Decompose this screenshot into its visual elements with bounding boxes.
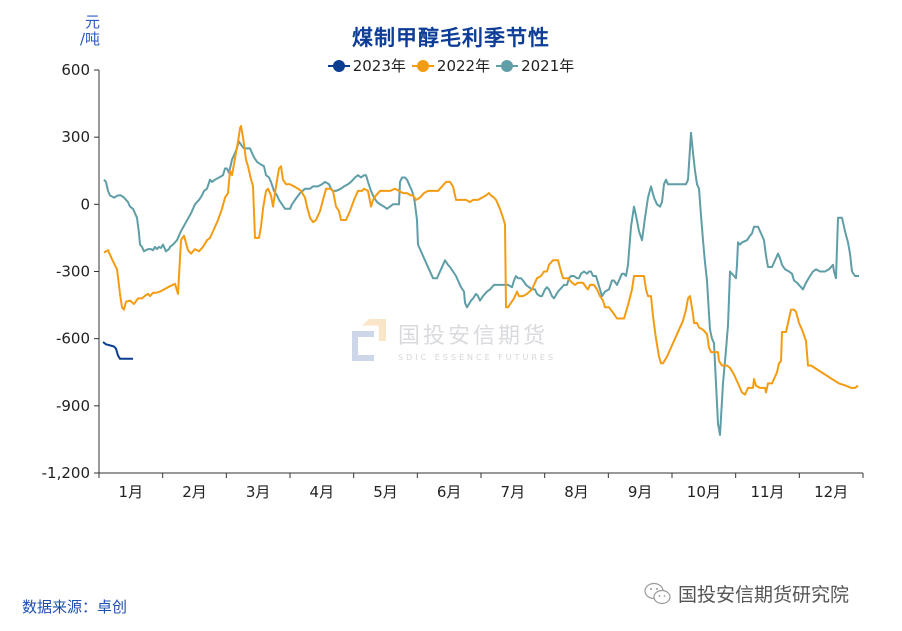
series-line-2022年	[103, 125, 859, 396]
watermark: 国投安信期货 SDIC ESSENCE FUTURES	[352, 318, 556, 362]
y-tick-label: -300	[56, 263, 90, 281]
x-tick-label: 5月	[373, 483, 398, 501]
y-tick-label: -600	[56, 330, 90, 348]
x-tick-label: 11月	[750, 483, 784, 501]
series-line-2021年	[103, 131, 859, 436]
x-tick-label: 7月	[501, 483, 526, 501]
series-line-2023年	[102, 341, 133, 360]
x-tick-label: 6月	[437, 483, 462, 501]
legend-marker-icon	[411, 59, 434, 72]
unit-line-2: /吨	[79, 30, 100, 48]
legend: 2023年 2022年 2021年	[0, 55, 902, 76]
watermark-en: SDIC ESSENCE FUTURES	[398, 353, 557, 362]
watermark-logo-icon	[352, 319, 386, 361]
wechat-icon	[644, 582, 671, 604]
legend-dot	[416, 59, 429, 72]
y-tick-label: -900	[56, 397, 90, 415]
watermark-cn: 国投安信期货	[398, 324, 549, 349]
data-source: 数据来源：卓创	[22, 598, 128, 616]
y-axis-unit: 元 /吨	[70, 14, 100, 48]
brand-name: 国投安信期货研究院	[678, 584, 850, 606]
legend-dot	[501, 59, 514, 72]
legend-label: 2023年	[352, 57, 406, 75]
y-tick-label: 600	[61, 61, 90, 79]
legend-dot	[332, 59, 345, 72]
brand-footer: 国投安信期货研究院	[644, 580, 849, 607]
x-tick-label: 8月	[564, 483, 589, 501]
x-tick-label: 2月	[182, 483, 207, 501]
y-tick-label: 0	[80, 195, 90, 213]
legend-item-2021[interactable]: 2021年	[496, 55, 574, 76]
y-tick-label: -1,200	[42, 464, 90, 482]
x-tick-label: 9月	[628, 483, 653, 501]
legend-marker-icon	[496, 59, 519, 72]
y-tick-label: 300	[61, 128, 90, 146]
unit-line-1: 元	[84, 13, 100, 31]
legend-item-2022[interactable]: 2022年	[411, 55, 491, 76]
x-tick-label: 1月	[119, 483, 144, 501]
legend-item-2023[interactable]: 2023年	[327, 55, 406, 76]
chart-title: 煤制甲醇毛利季节性	[352, 26, 550, 50]
x-tick-label: 4月	[310, 483, 335, 501]
legend-label: 2021年	[521, 57, 575, 75]
legend-marker-icon	[327, 59, 350, 72]
x-tick-label: 3月	[246, 483, 271, 501]
x-tick-label: 10月	[687, 483, 721, 501]
legend-label: 2022年	[436, 57, 491, 75]
x-tick-label: 12月	[814, 483, 848, 501]
